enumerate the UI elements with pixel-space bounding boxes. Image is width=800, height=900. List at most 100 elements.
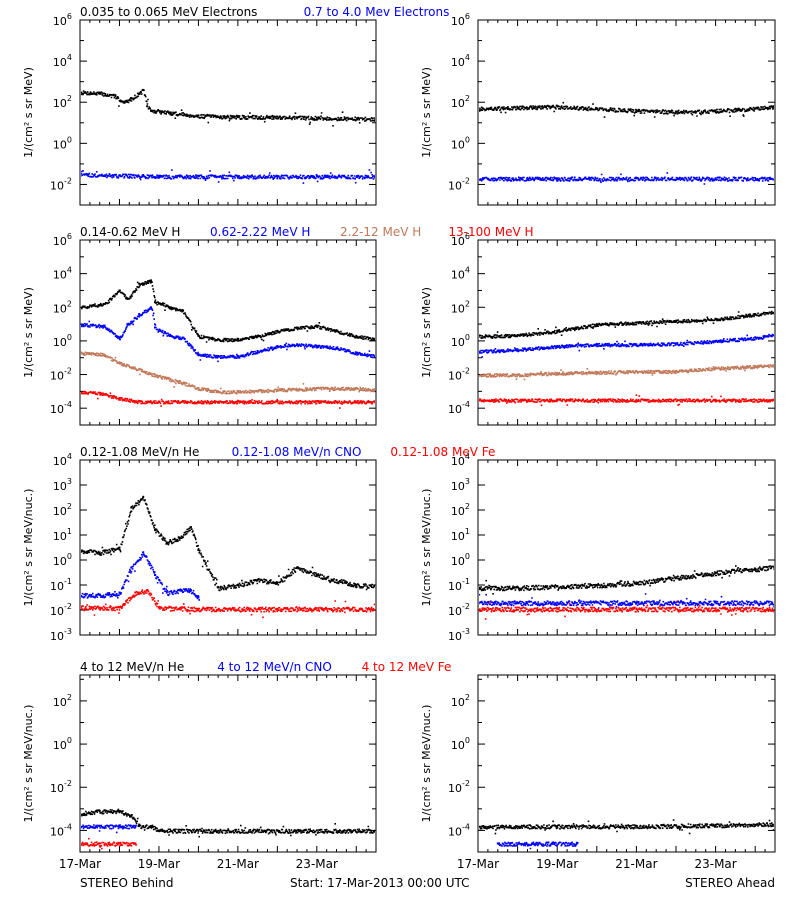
- data-point: [134, 591, 137, 594]
- y-tick-label: 102: [53, 299, 72, 315]
- data-point: [197, 353, 200, 356]
- legend-entry: 0.035 to 0.065 MeV Electrons: [80, 5, 257, 19]
- data-point: [315, 400, 318, 403]
- data-point: [146, 589, 149, 591]
- legend-entry: 0.14-0.62 MeV H: [80, 225, 180, 239]
- data-point: [126, 297, 129, 300]
- data-point: [98, 825, 101, 828]
- data-point: [236, 400, 239, 403]
- panel-row4-left: 10-4 10-2 100 102 17-Mar 19-Mar 21-Mar 23-Mar 1/…: [22, 660, 451, 871]
- y-tick-label: 101: [53, 527, 72, 543]
- series-0: [81, 279, 375, 343]
- data-point: [556, 607, 559, 610]
- data-point: [197, 387, 200, 389]
- data-point: [150, 279, 152, 282]
- series-dots: [81, 279, 375, 343]
- plot-area: [479, 310, 774, 407]
- data-point: [142, 88, 145, 91]
- data-point: [138, 825, 141, 828]
- y-tick-label: 10-4: [448, 822, 470, 838]
- data-point: [714, 571, 717, 574]
- data-point: [256, 350, 259, 352]
- data-point: [714, 601, 717, 604]
- data-point: [516, 334, 519, 336]
- data-point: [635, 370, 638, 373]
- data-point: [197, 596, 200, 599]
- y-tick-label: 10-1: [448, 577, 470, 593]
- data-point: [276, 829, 279, 832]
- data-point: [256, 334, 259, 337]
- y-tick-label: 10-2: [50, 367, 72, 383]
- data-point: [197, 549, 200, 551]
- data-point: [98, 92, 101, 94]
- x-tick-label: 17-Mar: [457, 857, 499, 871]
- data-point: [154, 529, 156, 531]
- data-point: [197, 334, 200, 337]
- y-tick-label: 102: [451, 299, 470, 315]
- legend-entry: 4 to 12 MeV/n CNO: [217, 660, 332, 674]
- data-point: [296, 326, 299, 329]
- data-point: [675, 576, 677, 579]
- panels-layer: 10-2 100 102 104 106 1/(cm² s sr MeV) 0.035 to…: [22, 5, 776, 871]
- data-point: [197, 829, 200, 832]
- data-point: [675, 110, 677, 113]
- y-tick-label: 104: [451, 452, 470, 468]
- data-point: [177, 536, 180, 539]
- data-point: [635, 321, 638, 324]
- footer-center-label: Start: 17-Mar-2013 00:00 UTC: [290, 876, 470, 890]
- y-tick-label: 102: [53, 693, 72, 709]
- panel-row3-left: 10-3 10-2 10-1 100 101 102 103 104 1/(cm² s sr M…: [22, 445, 495, 643]
- data-point: [714, 318, 717, 320]
- y-tick-label: 100: [451, 552, 470, 568]
- data-point: [635, 343, 638, 346]
- data-point: [276, 581, 279, 584]
- series-3: [81, 390, 375, 409]
- series-2: [479, 364, 774, 381]
- plot-area: [81, 279, 375, 409]
- data-point: [118, 361, 121, 364]
- data-point: [595, 584, 598, 586]
- data-point: [516, 373, 519, 376]
- y-tick-label: 10-1: [50, 577, 72, 593]
- data-point: [635, 601, 638, 604]
- data-point: [256, 579, 259, 581]
- data-point: [102, 324, 105, 327]
- data-point: [217, 338, 220, 341]
- data-point: [714, 339, 717, 342]
- y-tick-label: 102: [53, 502, 72, 518]
- data-point: [98, 551, 101, 554]
- series-0: [479, 101, 774, 118]
- data-point: [236, 175, 239, 178]
- y-tick-label: 103: [53, 477, 72, 493]
- y-tick-label: 100: [53, 736, 72, 752]
- data-point: [714, 607, 717, 610]
- data-point: [217, 390, 220, 393]
- data-point: [150, 306, 152, 309]
- y-tick-label: 104: [451, 53, 470, 69]
- y-tick-label: 104: [53, 452, 72, 468]
- panel-row1-left: 10-2 100 102 104 106 1/(cm² s sr MeV) 0.035 to…: [22, 5, 449, 206]
- series-3: [479, 394, 774, 407]
- data-point: [556, 601, 559, 604]
- y-axis-label: 1/(cm² s sr MeV): [420, 287, 433, 378]
- data-point: [118, 546, 121, 549]
- series-dots: [81, 551, 200, 601]
- data-point: [714, 398, 717, 401]
- data-point: [118, 606, 121, 609]
- plot-area: [81, 88, 375, 184]
- series-0: [81, 495, 375, 592]
- series-dots: [81, 169, 375, 184]
- data-point: [118, 289, 121, 292]
- data-point: [315, 324, 318, 327]
- data-point: [138, 400, 141, 403]
- series-dots: [81, 351, 375, 395]
- data-point: [118, 842, 121, 845]
- data-point: [236, 115, 239, 118]
- y-tick-label: 10-2: [50, 602, 72, 618]
- legend-entry: 4 to 12 MeV/n He: [80, 660, 184, 674]
- series-dots: [479, 333, 774, 358]
- data-point: [754, 567, 757, 570]
- series-dots: [479, 172, 774, 185]
- data-point: [276, 607, 279, 610]
- series-dots: [479, 364, 774, 381]
